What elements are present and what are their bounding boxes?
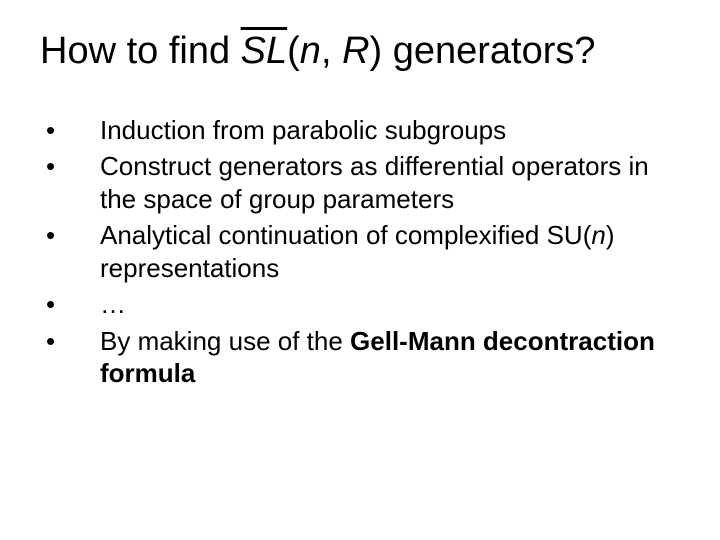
bullet-pre: By making use of the	[100, 326, 350, 356]
bullet-n: n	[591, 220, 605, 250]
slide: How to find SL(n, R) generators? • Induc…	[0, 0, 720, 540]
title-comma: ,	[321, 30, 342, 72]
list-item: • By making use of the Gell-Mann decontr…	[46, 325, 680, 390]
title-close: )	[370, 30, 383, 72]
bullet-text: …	[100, 288, 126, 321]
slide-title: How to find SL(n, R) generators?	[40, 30, 680, 74]
title-r: R	[342, 30, 369, 72]
title-prefix: How to find	[40, 30, 241, 72]
title-open: (	[287, 30, 300, 72]
list-item: • Construct generators as differential o…	[46, 150, 680, 215]
list-item: • Induction from parabolic subgroups	[46, 114, 680, 147]
bullet-mark: •	[46, 150, 100, 183]
list-item: • Analytical continuation of complexifie…	[46, 219, 680, 284]
title-n: n	[300, 30, 321, 72]
bullet-mark: •	[46, 114, 100, 147]
bullet-text: Induction from parabolic subgroups	[100, 114, 506, 147]
bullet-text: By making use of the Gell-Mann decontrac…	[100, 325, 680, 390]
bullet-text: Construct generators as differential ope…	[100, 150, 680, 215]
bullet-pre: Analytical continuation of complexified …	[100, 220, 591, 250]
bullet-text: Analytical continuation of complexified …	[100, 219, 680, 284]
title-suffix: generators?	[382, 30, 595, 72]
title-sl: SL	[241, 30, 287, 72]
slide-body: • Induction from parabolic subgroups • C…	[46, 114, 680, 390]
bullet-mark: •	[46, 288, 100, 321]
bullet-mark: •	[46, 219, 100, 252]
list-item: • …	[46, 288, 680, 321]
bullet-mark: •	[46, 325, 100, 358]
